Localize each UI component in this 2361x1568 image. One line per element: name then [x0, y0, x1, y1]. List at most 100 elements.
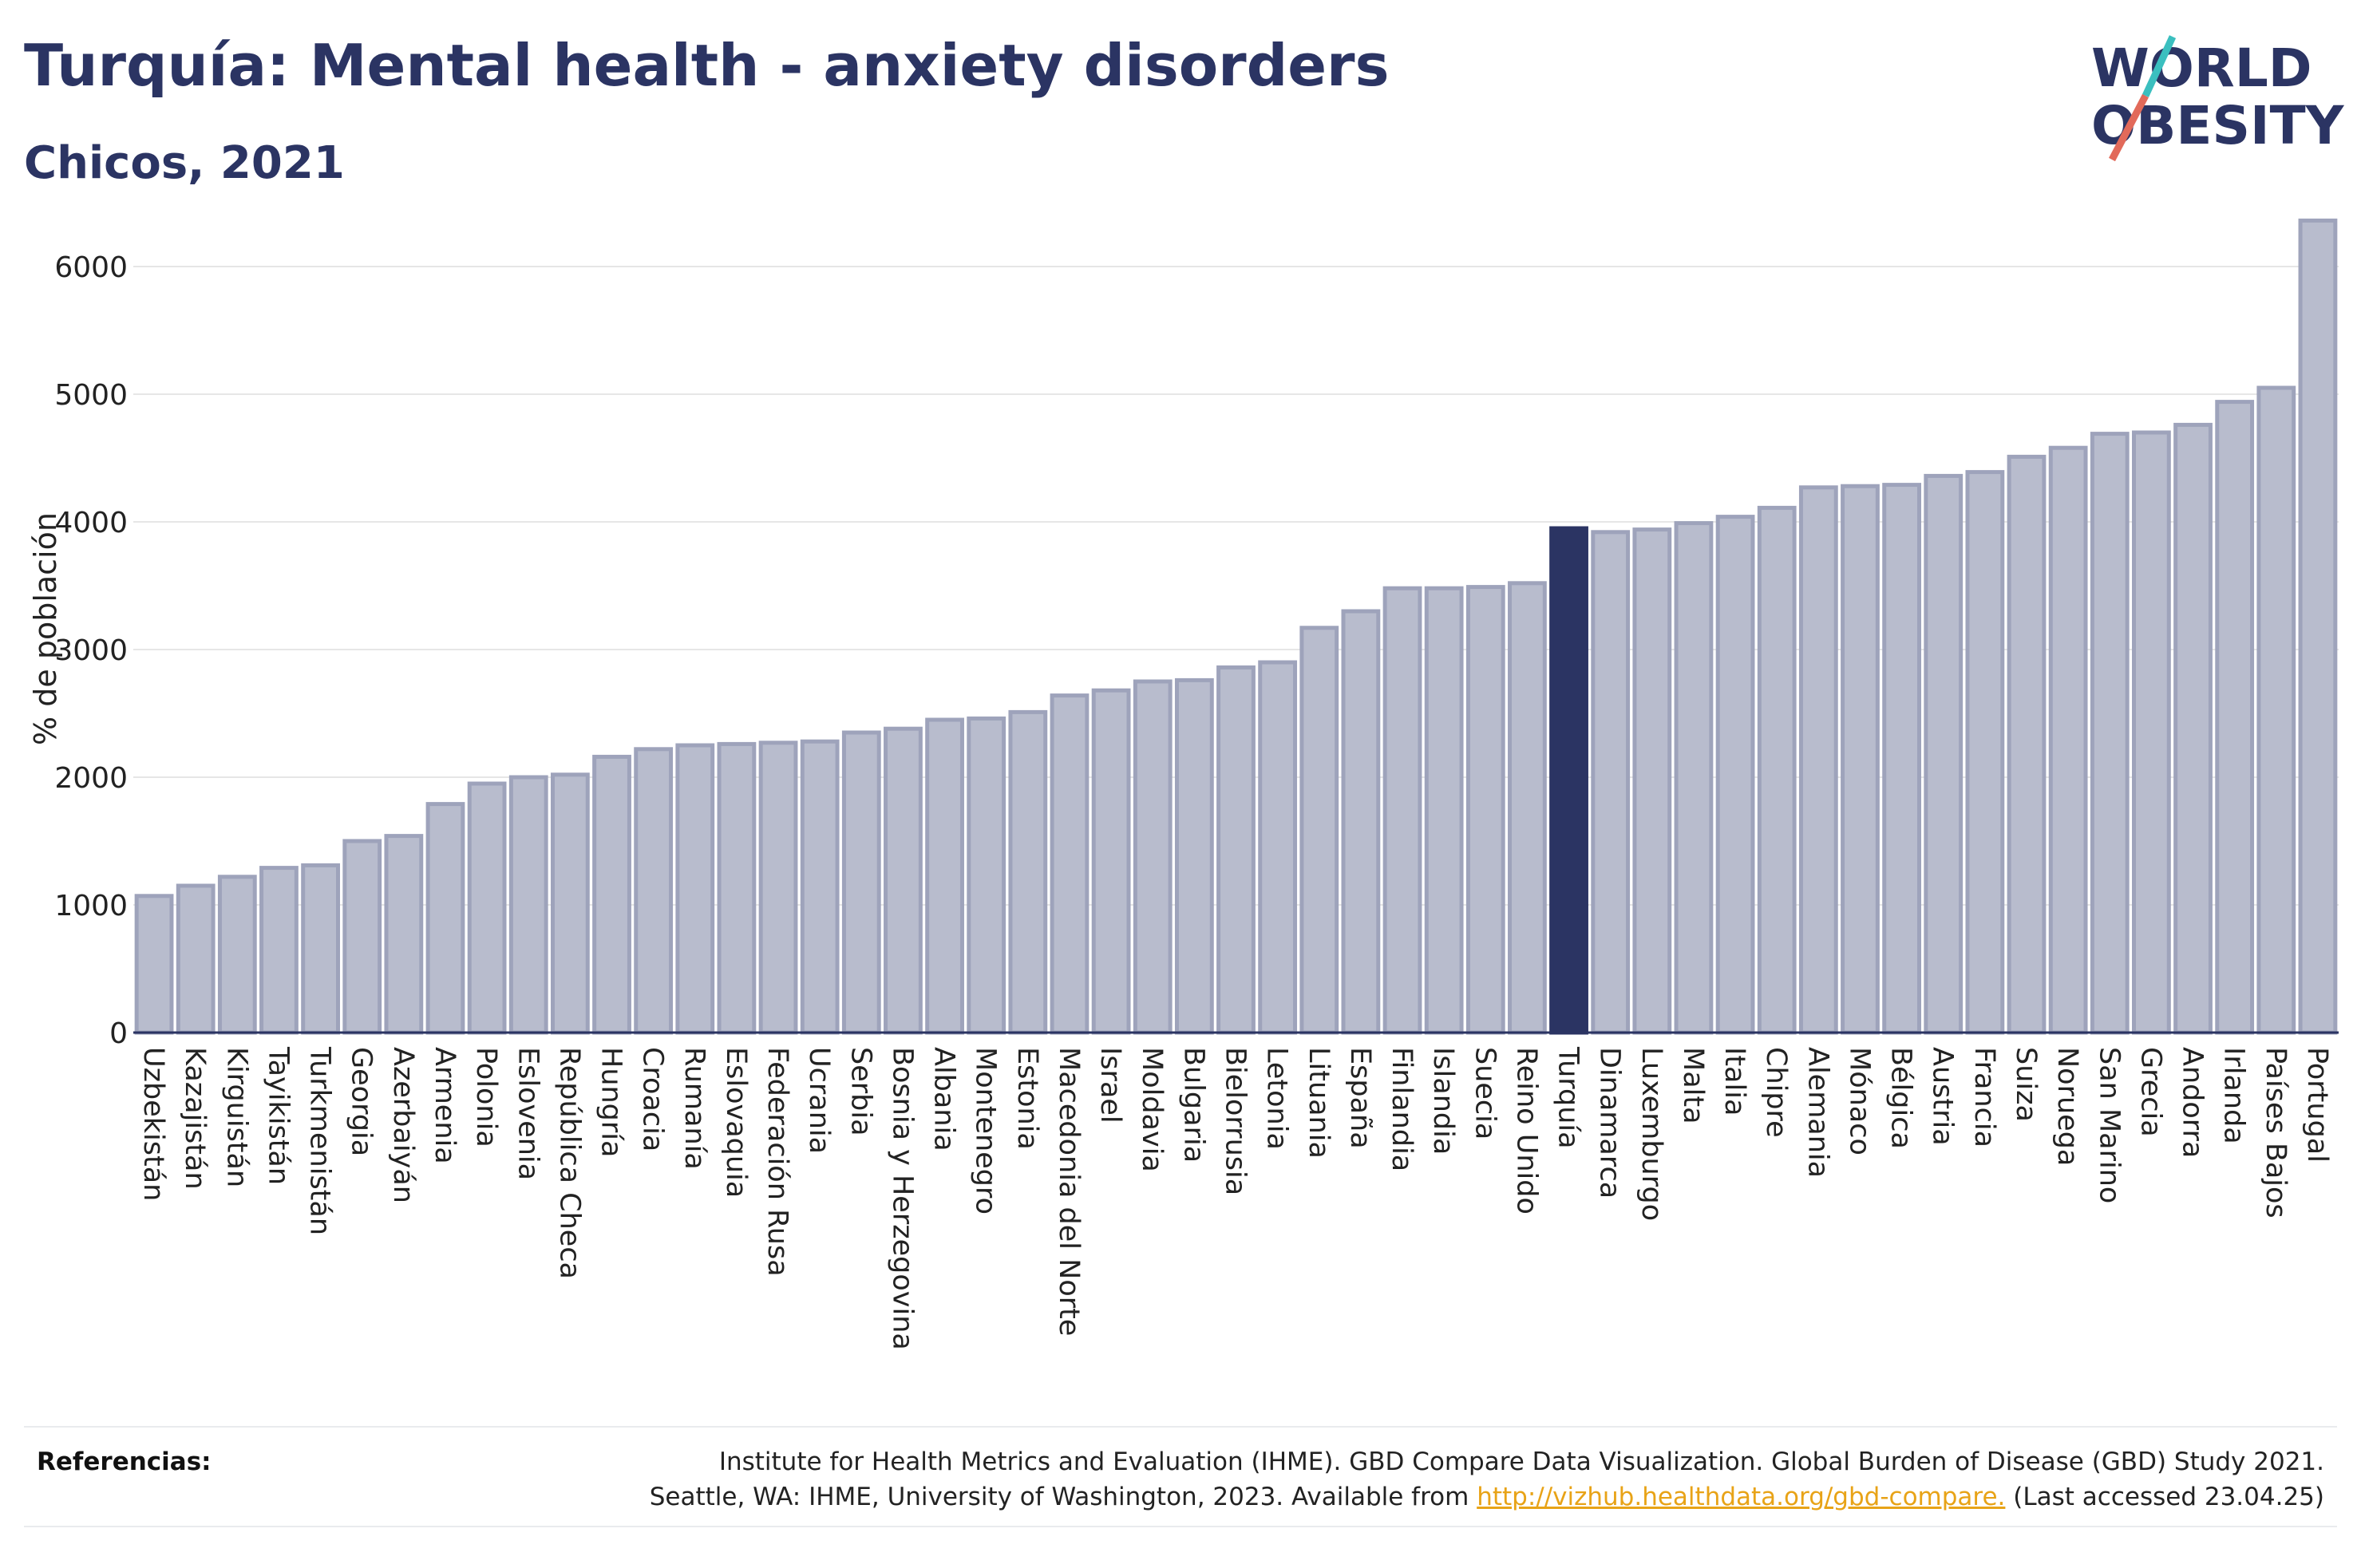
x-tick-label: Estonia [1011, 1047, 1043, 1150]
y-axis-label: % de población [28, 512, 63, 745]
bar [1924, 473, 1964, 1035]
x-tick-label: Bosnia y Herzegovina [886, 1047, 918, 1350]
bar [1050, 693, 1090, 1035]
x-tick-label: Portugal [2301, 1047, 2333, 1163]
bar [508, 775, 548, 1035]
bar [675, 743, 715, 1035]
bar [1715, 515, 1755, 1035]
bar [176, 883, 216, 1035]
y-tick-label: 5000 [54, 379, 128, 412]
bar [884, 726, 923, 1035]
bar [384, 834, 424, 1035]
x-tick-label: San Marino [2093, 1047, 2125, 1203]
bar [1341, 609, 1381, 1035]
bar [467, 781, 507, 1035]
logo-slash-teal [2142, 35, 2177, 97]
bar [967, 716, 1006, 1035]
x-tick-label: Hungría [595, 1047, 627, 1157]
x-tick-label: Alemania [1801, 1047, 1833, 1178]
x-tick-label: Kazajistán [179, 1047, 211, 1190]
bar [1299, 626, 1339, 1035]
references-line2-post: (Last accessed 23.04.25) [2005, 1483, 2324, 1511]
bar [2007, 454, 2047, 1035]
bar [2048, 445, 2088, 1035]
x-tick-label: Croacia [637, 1047, 669, 1151]
references-label: Referencias: [37, 1448, 212, 1476]
x-tick-label: Serbia [844, 1047, 876, 1136]
x-tick-label: Eslovaquia [720, 1047, 752, 1198]
bar [1465, 585, 1505, 1035]
bar [259, 866, 299, 1035]
x-tick-label: Polonia [470, 1047, 502, 1147]
x-tick-label: Ucrania [803, 1047, 835, 1154]
references-line1: Institute for Health Metrics and Evaluat… [718, 1448, 2324, 1476]
bar [634, 747, 674, 1035]
references-bottom-divider [24, 1526, 2337, 1527]
references-line2-pre: Seattle, WA: IHME, University of Washing… [649, 1483, 1477, 1511]
references-top-divider [24, 1426, 2337, 1428]
x-tick-label: República Checa [553, 1047, 585, 1279]
bar [1508, 581, 1547, 1035]
x-tick-label: Rumanía [678, 1047, 710, 1170]
bar [2090, 432, 2130, 1035]
bar [2256, 385, 2296, 1035]
x-tick-label: Islandia [1427, 1047, 1459, 1155]
x-tick-label: Letonia [1261, 1047, 1293, 1150]
bar [1133, 679, 1173, 1035]
x-tick-label: Noruega [2051, 1047, 2083, 1166]
bar [1258, 660, 1298, 1035]
bar-chart: 0 1000 2000 3000 4000 5000 6000 Uzbekistán Kazaj… [28, 218, 2339, 1350]
x-tick-label: Francia [1968, 1047, 2000, 1147]
x-tick-label: Bielorrusia [1220, 1047, 1252, 1195]
x-tick-label: Grecia [2134, 1047, 2166, 1137]
bar [1091, 688, 1131, 1035]
bar [1965, 470, 2005, 1035]
x-tick-label: Azerbaiyán [387, 1047, 419, 1203]
x-tick-label: Armenia [429, 1047, 461, 1164]
bar [550, 772, 590, 1035]
bar-highlight [1549, 526, 1588, 1035]
x-tick-label: España [1344, 1047, 1376, 1149]
bar [2215, 400, 2255, 1035]
page-subtitle: Chicos, 2021 [24, 137, 345, 189]
bar [1591, 530, 1631, 1035]
references-text: Institute for Health Metrics and Evaluat… [650, 1444, 2324, 1515]
logo-line1: WORLD [2091, 38, 2312, 99]
x-tick-label: Montenegro [970, 1047, 1002, 1215]
y-tick-label: 1000 [54, 890, 128, 922]
bar [2173, 422, 2213, 1035]
bar [758, 741, 798, 1035]
x-tick-label: Suecia [1469, 1047, 1501, 1139]
x-tick-label: Italia [1718, 1047, 1750, 1116]
bar [342, 839, 382, 1035]
bar [134, 894, 174, 1035]
x-tick-label: Suiza [2010, 1047, 2042, 1122]
x-tick-label: Turquía [1552, 1046, 1584, 1149]
references-link[interactable]: http://vizhub.healthdata.org/gbd-compare… [1477, 1483, 2006, 1511]
x-tick-label: Finlandia [1386, 1047, 1418, 1171]
bar [1216, 665, 1256, 1035]
bar [592, 754, 631, 1035]
x-tick-label: Macedonia del Norte [1053, 1047, 1085, 1336]
bar [1757, 505, 1797, 1035]
x-tick-label: Turkmenistán [304, 1046, 336, 1235]
x-tick-label: Eslovenia [512, 1047, 544, 1180]
x-tick-label: Israel [1094, 1047, 1126, 1124]
bar [217, 875, 257, 1035]
x-tick-label: Irlanda [2218, 1047, 2250, 1144]
bar [1674, 521, 1714, 1035]
y-tick-label: 3000 [54, 634, 128, 667]
bar [1841, 484, 1880, 1035]
x-tick-label: Georgia [346, 1047, 378, 1156]
x-tick-label: Moldavia [1136, 1047, 1168, 1172]
y-tick-label: 6000 [54, 251, 128, 284]
bar [717, 741, 757, 1035]
x-tick-label: Chipre [1760, 1047, 1792, 1138]
x-tick-label: Albania [928, 1047, 960, 1151]
x-tick-label: Federación Rusa [761, 1047, 793, 1277]
bar [2132, 430, 2171, 1035]
bar [1632, 527, 1672, 1035]
x-tick-label: Austria [1927, 1047, 1959, 1146]
world-obesity-logo: WORLD OBESITY [2091, 35, 2345, 162]
bar [1174, 677, 1214, 1035]
